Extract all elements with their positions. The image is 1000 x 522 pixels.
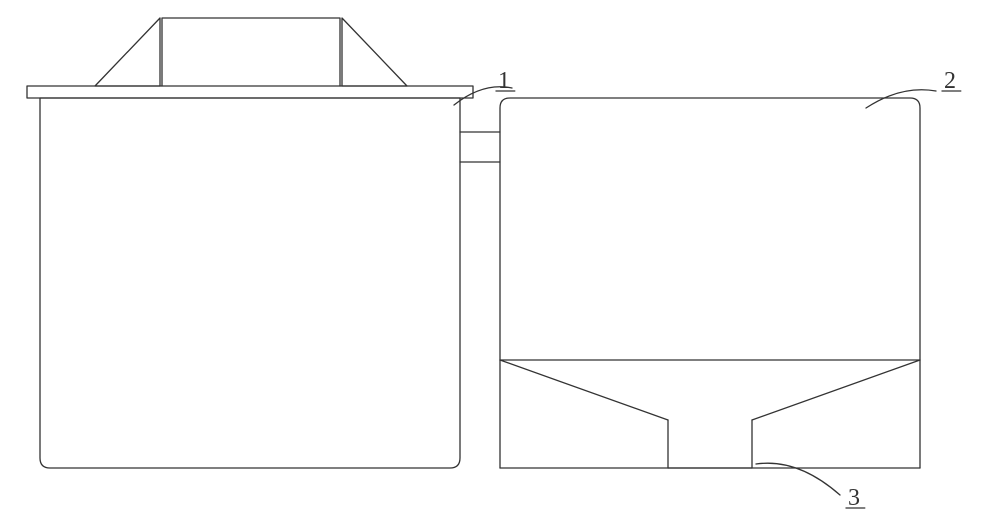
technical-drawing: 1 2 3 <box>0 0 1000 517</box>
handle <box>162 18 340 86</box>
leader-l2 <box>866 90 936 108</box>
left-container <box>40 98 460 468</box>
label-l1: 1 <box>498 68 510 94</box>
label-l2: 2 <box>944 68 956 94</box>
hopper-right-slope <box>752 360 920 420</box>
label-l3: 3 <box>848 485 860 511</box>
right-container <box>500 98 920 468</box>
hopper-left-slope <box>500 360 668 420</box>
lid <box>27 86 473 98</box>
left-gusset <box>95 18 160 86</box>
right-gusset <box>342 18 407 86</box>
